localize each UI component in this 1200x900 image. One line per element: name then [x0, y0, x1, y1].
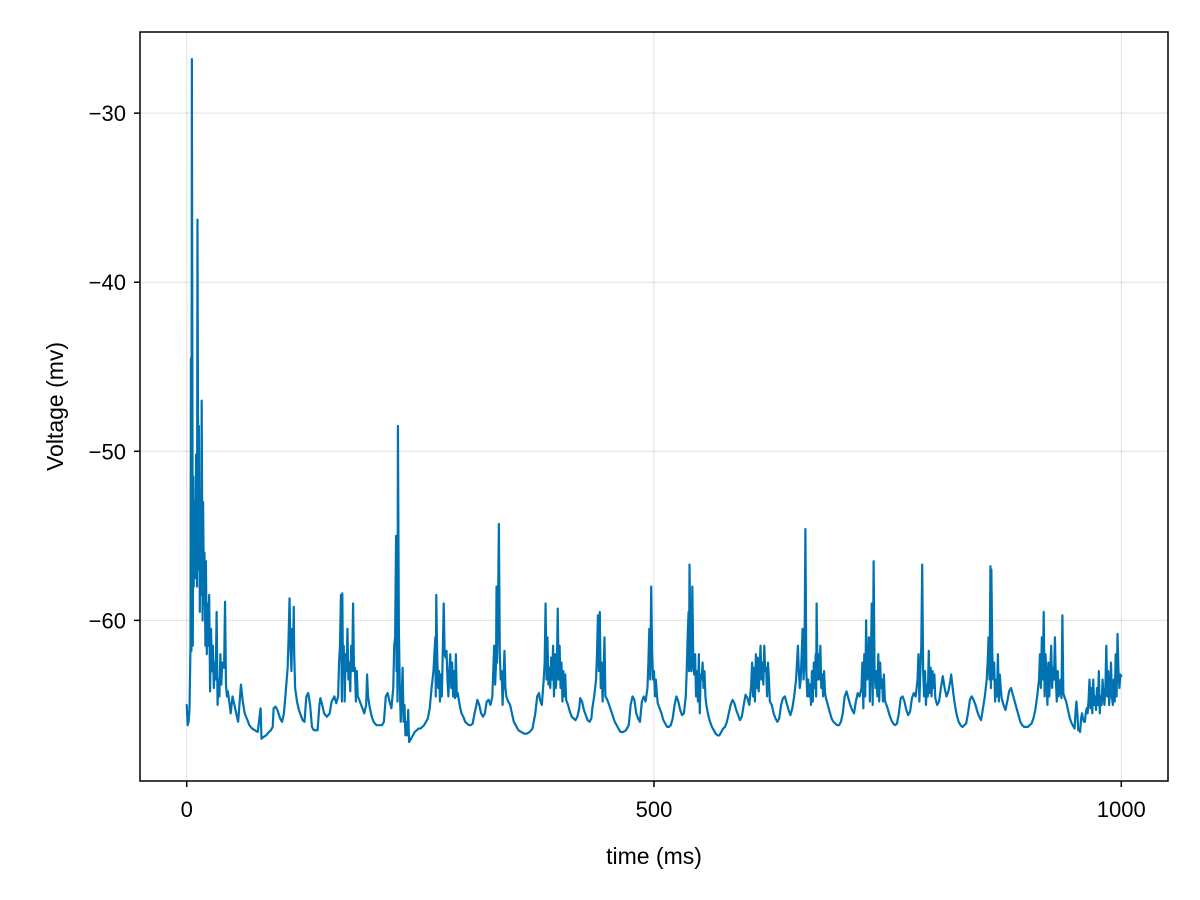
- y-axis-label: Voltage (mv): [42, 342, 68, 471]
- x-axis-label: time (ms): [606, 843, 702, 869]
- x-tick-label: 1000: [1097, 797, 1146, 822]
- x-tick-label: 0: [181, 797, 193, 822]
- y-tick-label: −40: [89, 270, 126, 295]
- x-tick-label: 500: [636, 797, 673, 822]
- ticks: 0 500 1000 −30 −40 −50 −60: [89, 101, 1146, 822]
- y-tick-label: −50: [89, 439, 126, 464]
- gridlines: [140, 32, 1168, 781]
- y-tick-label: −30: [89, 101, 126, 126]
- series-line-voltage: [185, 57, 1123, 744]
- series-layer: [185, 57, 1123, 744]
- y-tick-label: −60: [89, 608, 126, 633]
